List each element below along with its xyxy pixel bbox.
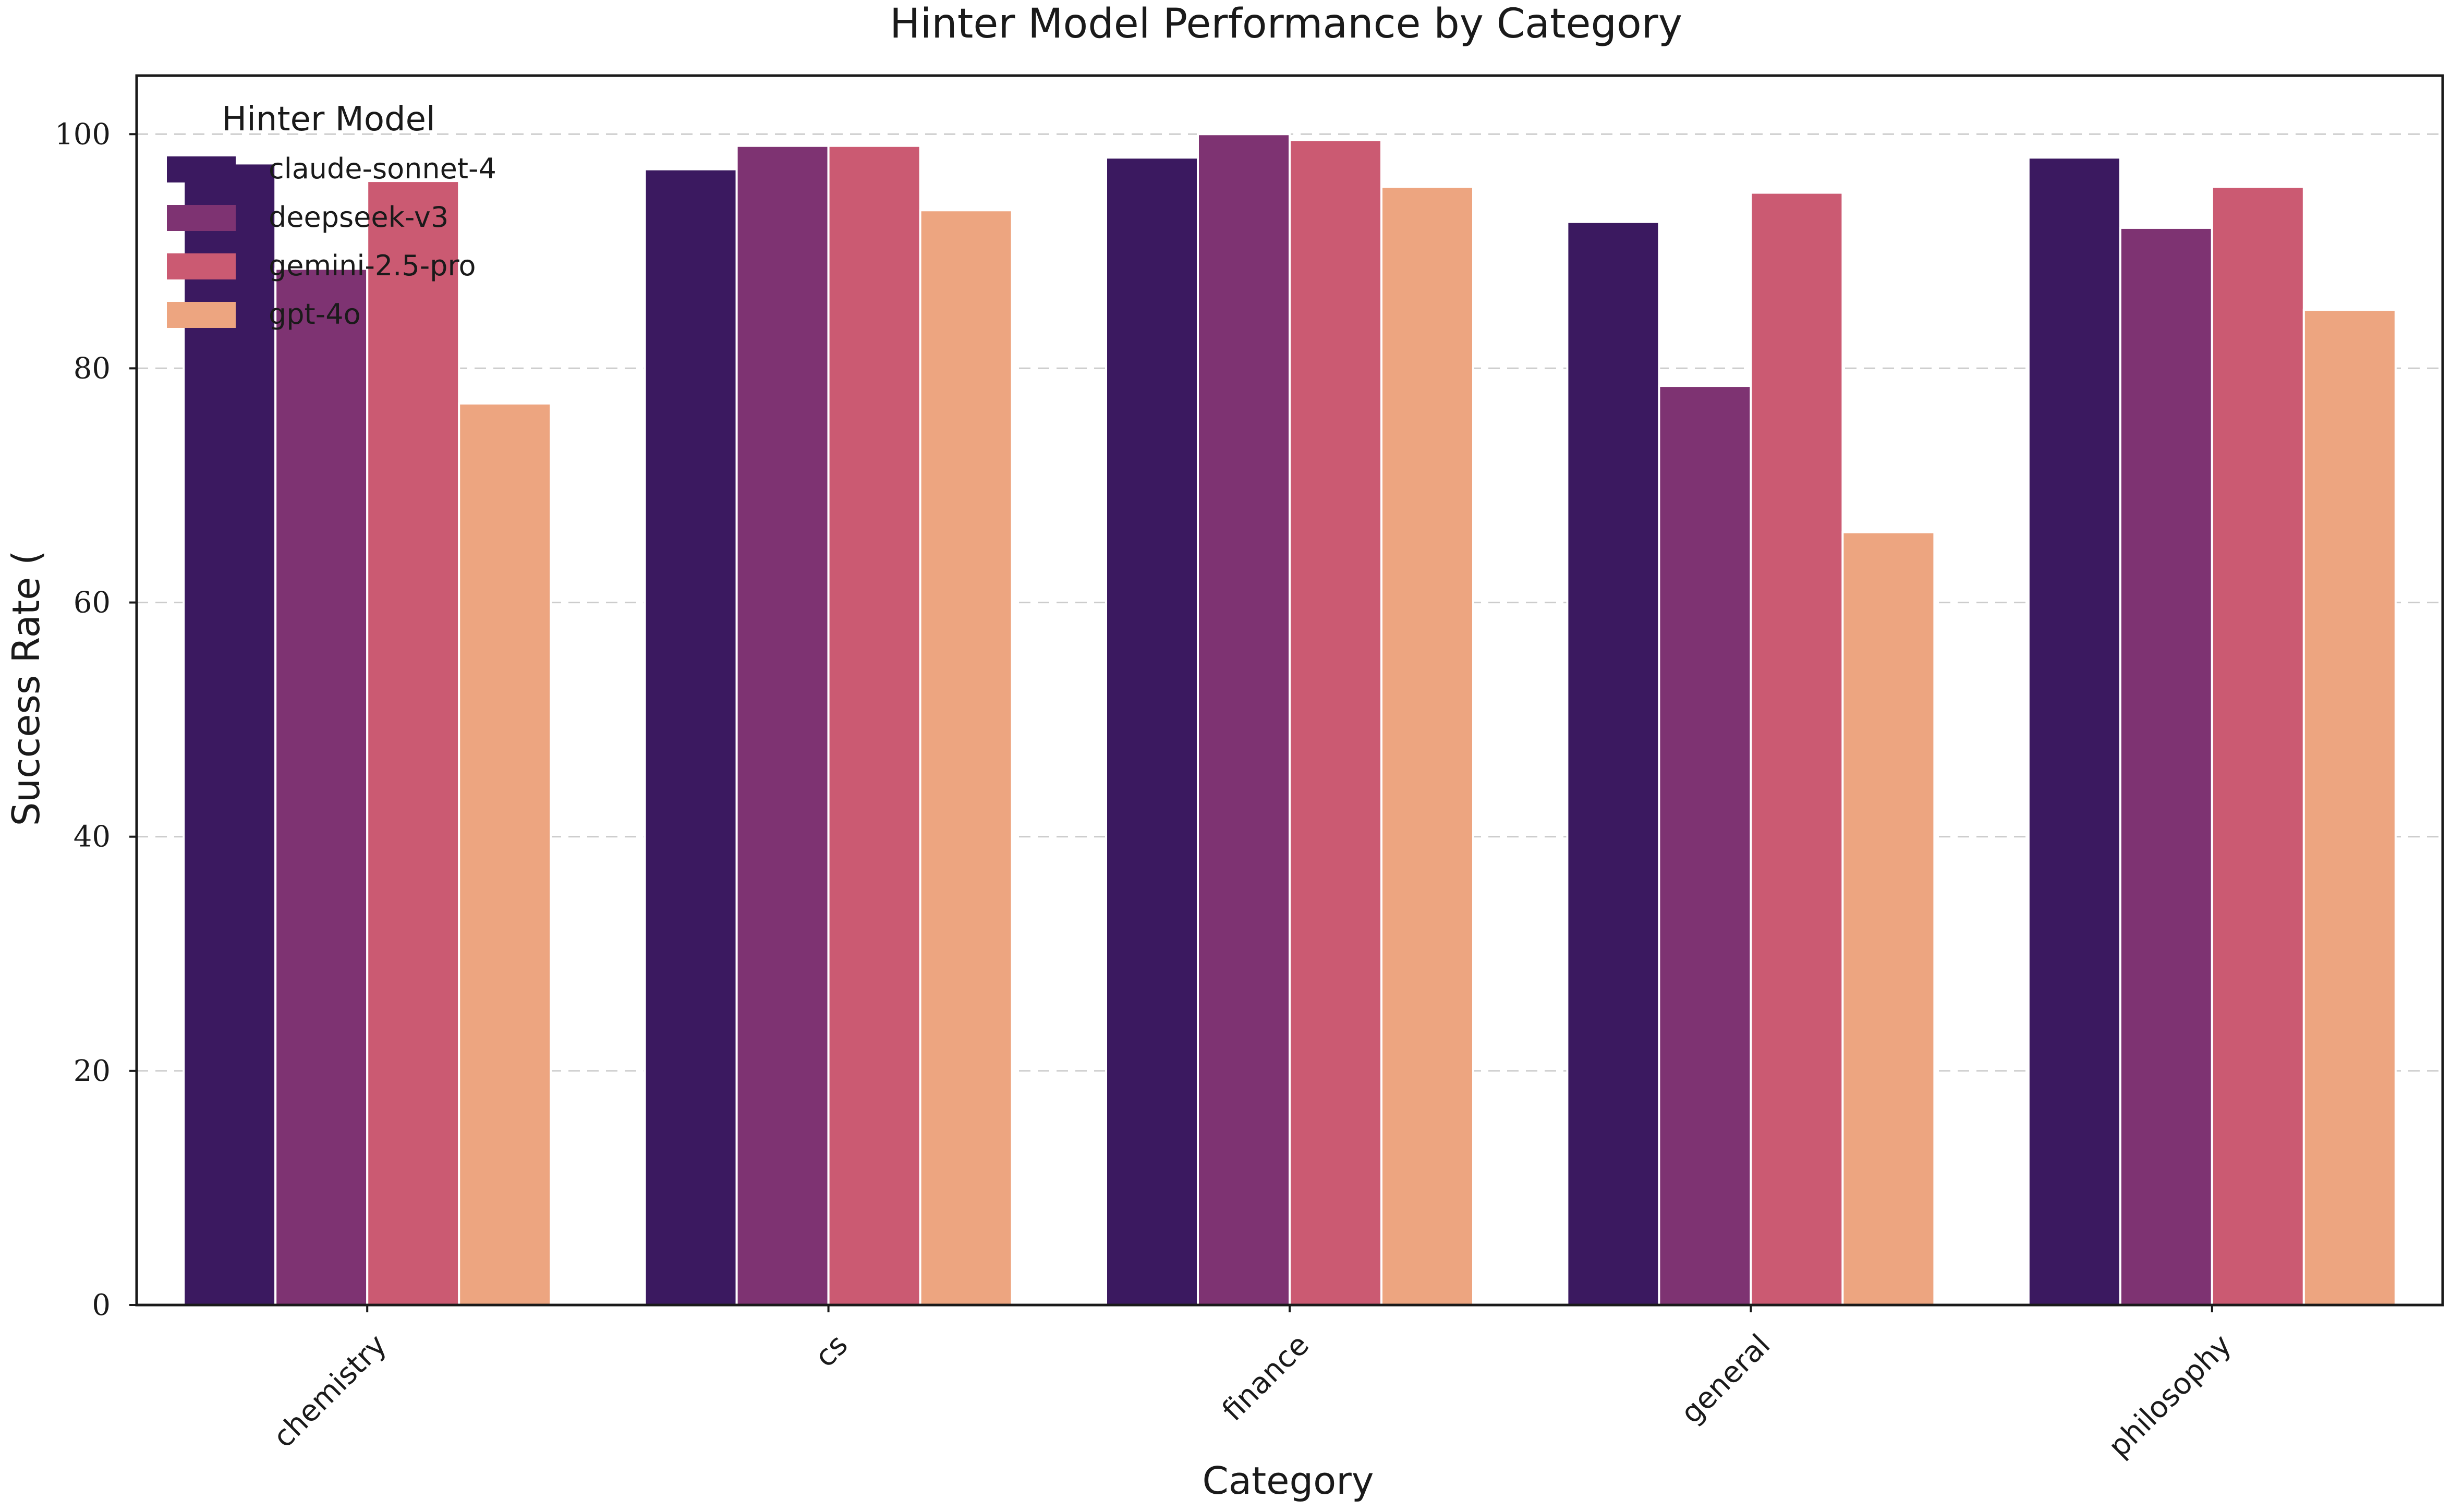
bar-claude-sonnet-4-cs: [644, 168, 738, 1306]
bar-gemini-2.5-pro-chemistry: [366, 180, 460, 1307]
x-axis-ticks: chemistry cs finance general philosophy: [266, 1305, 2238, 1464]
legend-title: Hinter Model: [222, 100, 435, 139]
bar-gpt-4o-general: [1841, 531, 1936, 1306]
bar-claude-sonnet-4-finance: [1105, 156, 1199, 1307]
bar-gpt-4o-chemistry: [458, 402, 552, 1306]
x-tick-label-chemistry: chemistry: [266, 1328, 393, 1455]
y-axis-ticks: 0 20 40 60 80 100: [55, 117, 137, 1322]
chart-title: Hinter Model Performance by Category: [890, 1, 1682, 47]
legend-swatch-claude-sonnet-4: [167, 156, 236, 182]
y-tick-label: 0: [92, 1288, 111, 1322]
bars: [183, 133, 2397, 1307]
bar-gemini-2.5-pro-finance: [1289, 139, 1382, 1306]
y-tick-label: 100: [55, 117, 111, 151]
bar-deepseek-v3-chemistry: [274, 267, 369, 1306]
bar-gpt-4o-philosophy: [2302, 309, 2397, 1307]
x-axis-label: Category: [1203, 1459, 1374, 1503]
legend-label-claude-sonnet-4: claude-sonnet-4: [269, 152, 496, 185]
bar-claude-sonnet-4-chemistry: [183, 162, 277, 1307]
bar-deepseek-v3-cs: [735, 144, 830, 1306]
legend-swatch-gpt-4o: [167, 302, 236, 328]
legend-swatch-gemini-2.5-pro: [167, 253, 236, 279]
bar-deepseek-v3-philosophy: [2119, 226, 2213, 1306]
bar-claude-sonnet-4-philosophy: [2027, 156, 2121, 1307]
legend-swatch-deepseek-v3: [167, 205, 236, 231]
y-axis-label: Success Rate (: [4, 551, 48, 826]
legend-label-gemini-2.5-pro: gemini-2.5-pro: [269, 249, 476, 282]
bar-gemini-2.5-pro-cs: [827, 144, 921, 1306]
x-tick-label-cs: cs: [808, 1328, 854, 1374]
bar-deepseek-v3-finance: [1197, 133, 1291, 1307]
x-tick-label-philosophy: philosophy: [2102, 1328, 2238, 1464]
legend-label-gpt-4o: gpt-4o: [269, 298, 361, 331]
x-tick-label-general: general: [1675, 1328, 1777, 1430]
bar-claude-sonnet-4-general: [1566, 221, 1660, 1306]
y-tick-label: 20: [74, 1054, 111, 1088]
bar-gemini-2.5-pro-philosophy: [2211, 186, 2305, 1307]
bar-gpt-4o-cs: [919, 209, 1013, 1307]
bar-gpt-4o-finance: [1380, 186, 1474, 1307]
bar-gemini-2.5-pro-general: [1750, 191, 1844, 1306]
legend-label-deepseek-v3: deepseek-v3: [269, 201, 448, 234]
y-tick-label: 60: [74, 586, 111, 620]
y-tick-label: 40: [74, 820, 111, 854]
y-tick-label: 80: [74, 351, 111, 385]
legend: Hinter Model claude-sonnet-4 deepseek-v3 ge…: [167, 100, 496, 331]
x-tick-label-finance: finance: [1216, 1328, 1316, 1428]
bar-deepseek-v3-general: [1658, 385, 1752, 1306]
